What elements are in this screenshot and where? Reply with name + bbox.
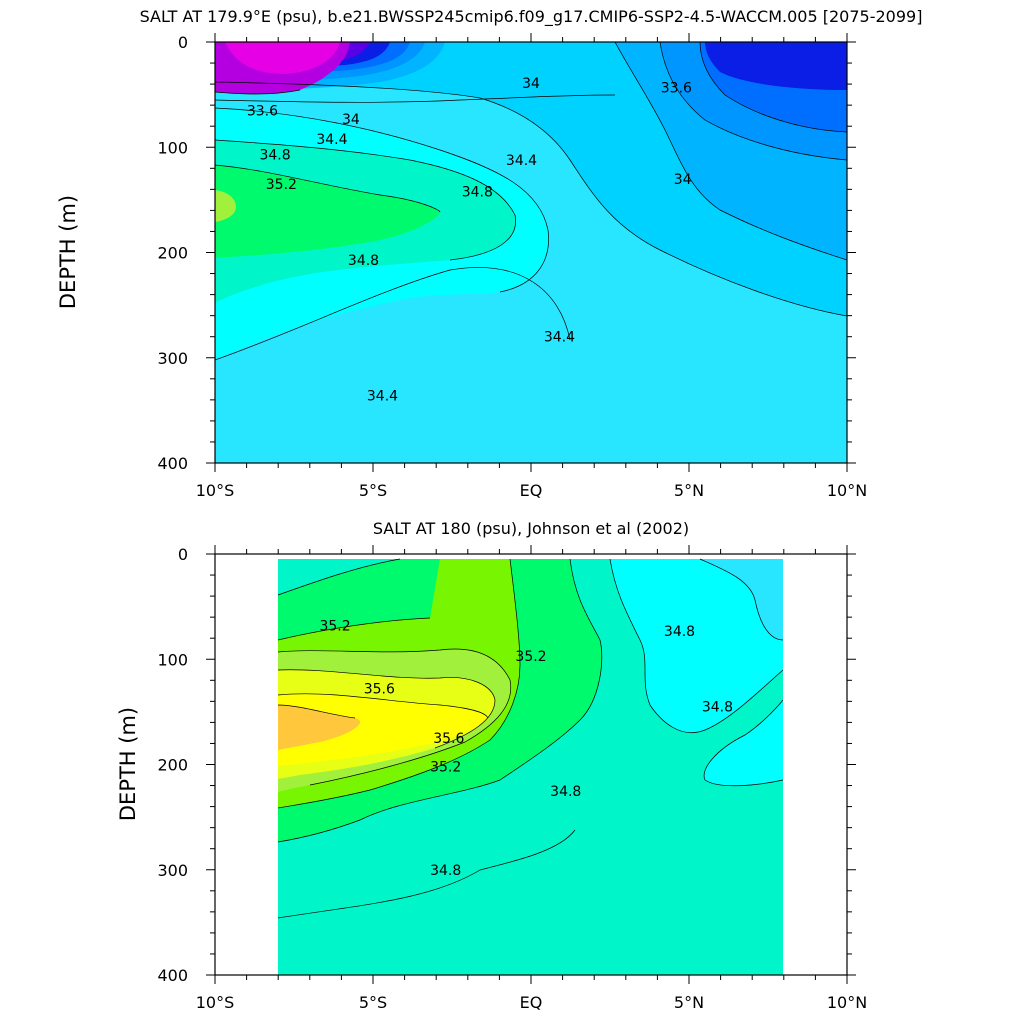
model-contour-labels: 33.6 34 34.4 34.8 35.2 34.8 34.8 34 34.4 33.6 34 34… bbox=[247, 76, 692, 405]
model-panel: SALT AT 179.9°E (psu), b.e21.BWSSP245cmi… bbox=[56, 7, 922, 500]
contour-label: 35.2 bbox=[430, 760, 461, 776]
x-tick-label: EQ bbox=[520, 481, 543, 500]
contour-label: 34.8 bbox=[462, 184, 493, 200]
contour-label: 34.8 bbox=[702, 700, 733, 716]
contour-label: 33.6 bbox=[247, 103, 278, 119]
contour-label: 34.8 bbox=[348, 253, 379, 269]
y-tick-label: 200 bbox=[157, 244, 188, 263]
x-tick-label: 5°N bbox=[674, 481, 704, 500]
contour-label: 35.2 bbox=[515, 649, 546, 665]
contour-label: 34.8 bbox=[259, 148, 290, 164]
x-tick-label: 10°S bbox=[196, 481, 235, 500]
contour-label: 34.4 bbox=[367, 389, 398, 405]
contour-label: 35.2 bbox=[266, 177, 297, 193]
x-tick-label: 10°N bbox=[827, 481, 867, 500]
contour-label: 34.8 bbox=[430, 863, 461, 879]
y-tick-label: 400 bbox=[157, 454, 188, 473]
obs-y-tick-labels: 0 100 200 300 400 bbox=[157, 545, 188, 985]
model-contour-fill bbox=[215, 42, 847, 463]
contour-label: 34.4 bbox=[316, 132, 347, 148]
contour-label: 34.4 bbox=[544, 330, 575, 346]
obs-x-tick-labels: 10°S 5°S EQ 5°N 10°N bbox=[196, 993, 867, 1012]
x-tick-label: 5°S bbox=[359, 993, 387, 1012]
contour-label: 34.8 bbox=[550, 784, 581, 800]
contour-label: 35.6 bbox=[364, 682, 395, 698]
obs-ticks bbox=[206, 545, 856, 984]
obs-panel-ylabel: DEPTH (m) bbox=[116, 707, 140, 821]
model-y-tick-labels: 0 100 200 300 400 bbox=[157, 33, 188, 473]
contour-label: 34 bbox=[674, 172, 692, 188]
x-tick-label: 5°S bbox=[359, 481, 387, 500]
model-x-tick-labels: 10°S 5°S EQ 5°N 10°N bbox=[196, 481, 867, 500]
y-tick-label: 0 bbox=[178, 33, 188, 52]
y-tick-label: 100 bbox=[157, 650, 188, 669]
contour-label: 34 bbox=[522, 76, 540, 92]
x-tick-label: 5°N bbox=[674, 993, 704, 1012]
model-contour-lines bbox=[215, 42, 847, 361]
model-panel-title: SALT AT 179.9°E (psu), b.e21.BWSSP245cmi… bbox=[140, 7, 923, 27]
x-tick-label: 10°N bbox=[827, 993, 867, 1012]
y-tick-label: 100 bbox=[157, 138, 188, 157]
y-tick-label: 300 bbox=[157, 861, 188, 880]
contour-label: 35.2 bbox=[319, 619, 350, 635]
contour-label: 34.4 bbox=[506, 153, 537, 169]
model-panel-ylabel: DEPTH (m) bbox=[56, 195, 80, 309]
obs-panel-title: SALT AT 180 (psu), Johnson et al (2002) bbox=[373, 519, 689, 538]
x-tick-label: 10°S bbox=[196, 993, 235, 1012]
y-tick-label: 0 bbox=[178, 545, 188, 564]
contour-label: 34 bbox=[342, 112, 360, 128]
obs-contour-fill bbox=[278, 559, 783, 975]
contour-label: 34.8 bbox=[664, 624, 695, 640]
y-tick-label: 400 bbox=[157, 966, 188, 985]
contour-label: 33.6 bbox=[661, 80, 692, 96]
y-tick-label: 300 bbox=[157, 349, 188, 368]
obs-panel: SALT AT 180 (psu), Johnson et al (2002) … bbox=[116, 519, 867, 1012]
obs-contour-labels: 35.2 35.6 35.6 35.2 35.2 34.8 34.8 34.8 34.8 bbox=[319, 619, 733, 879]
model-ticks bbox=[206, 33, 856, 472]
obs-contour-lines bbox=[277, 558, 784, 919]
y-tick-label: 200 bbox=[157, 756, 188, 775]
contour-label: 35.6 bbox=[433, 731, 464, 747]
x-tick-label: EQ bbox=[520, 993, 543, 1012]
